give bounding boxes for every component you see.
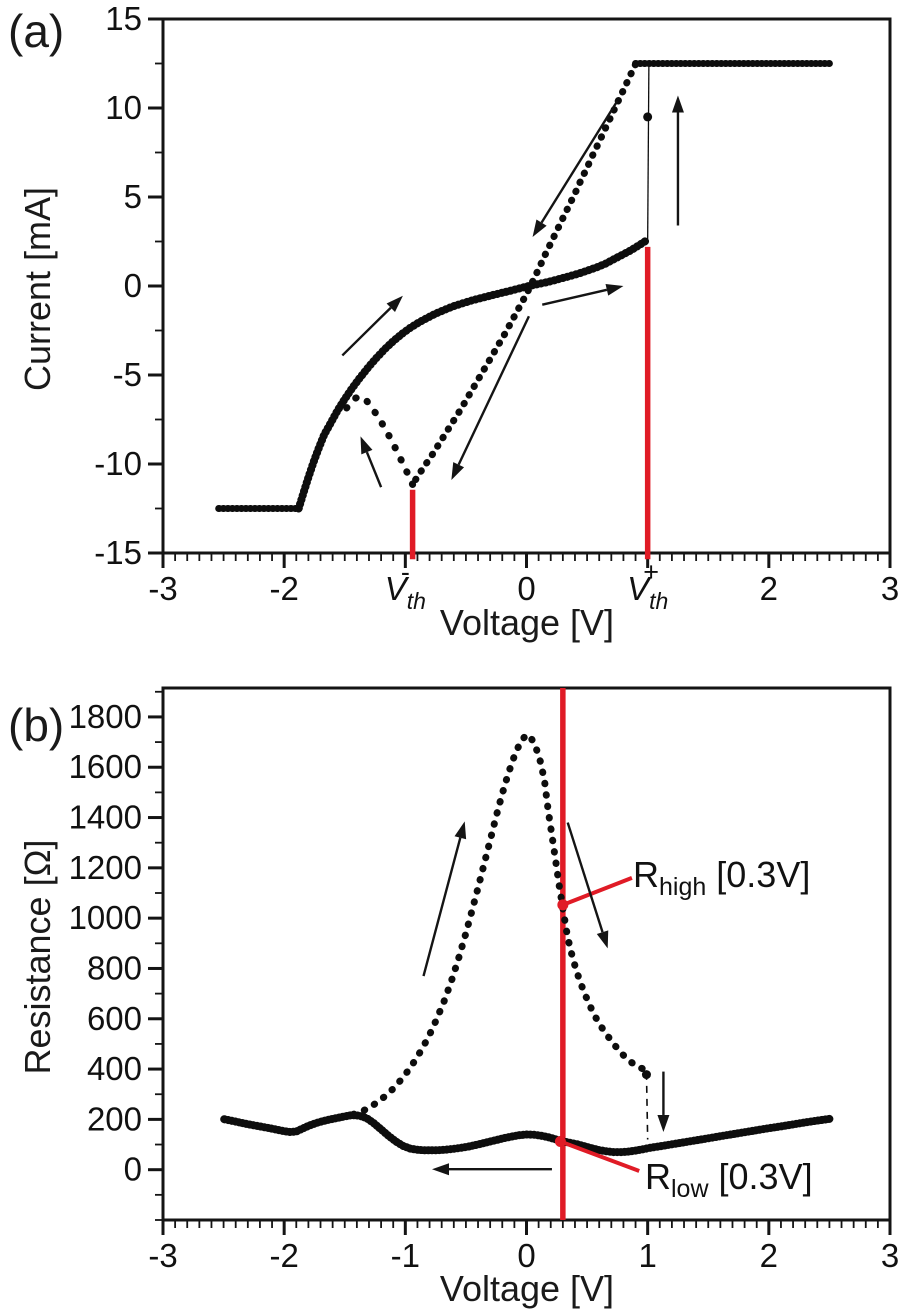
y-tick-label: 1600 [69,748,142,785]
direction-arrow-head [431,1163,449,1176]
x-tick-label: 1 [638,1237,656,1274]
data-point [643,112,653,122]
x-tick-label: -2 [269,1237,298,1274]
y-axis-title-resistance: Resistance [Ω] [17,839,58,1075]
x-tick-label: 2 [760,1237,778,1274]
chart-panel-0: -3 -2 Vth- 0 Vth+ 2 3 -15 -10 -5 0 5 10 15 [94,0,899,614]
series-hrs-branch [294,235,652,513]
panel-label-b: (b) [8,699,65,751]
r-high-symbol: R [633,854,659,895]
x-tick-label: 0 [517,1237,535,1274]
r-low-subscript: low [671,1175,709,1204]
direction-arrow-shaft [566,822,604,933]
series-high-resistance-branch [338,731,650,1121]
direction-arrow-head [605,283,624,296]
r-high-subscript: high [659,873,707,902]
x-tick-label: -1 [391,1237,420,1274]
read-point-marker [554,1136,566,1148]
data-point [641,1070,651,1080]
x-tick-label: Vth- [385,557,426,614]
x-tick-label: 0 [517,570,535,607]
direction-arrow-shaft [341,306,392,357]
y-tick-label: 400 [87,1050,142,1087]
x-tick-label: 3 [881,1237,899,1274]
r-high-pointer [562,876,633,907]
y-tick-label: -15 [94,534,142,571]
direction-arrow-shaft [540,100,619,224]
x-tick-label: Vth+ [627,557,668,614]
read-point-marker [557,899,569,911]
series-lrs-branch [409,60,639,488]
direction-arrow-shaft [422,837,462,977]
y-tick-label: 1000 [69,899,142,936]
direction-arrow-head [454,821,467,840]
x-tick-label: -3 [148,1237,177,1274]
r-low-pointer [559,1139,640,1173]
r-low-condition: [0.3V] [708,1156,813,1197]
direction-arrow-head [386,295,403,312]
series-low-resistance-branch [219,1111,834,1157]
jump-connector [647,65,650,240]
jump-connector [645,1072,649,1140]
y-tick-label: 5 [124,178,142,215]
direction-arrow-head [596,930,609,949]
direction-arrow-head [657,1114,670,1132]
chart-panel-1: -3 -2 -1 0 1 2 3 0 200 400 600 800 1000 1200 1400 1600 1… [69,686,899,1274]
y-tick-label: 1400 [69,799,142,836]
direction-arrow-head [532,219,547,238]
y-tick-label: 10 [105,89,142,126]
plot-frame [161,17,892,555]
y-tick-label: -10 [94,445,142,482]
y-axis-title-current: Current [mA] [17,186,58,392]
series-switch-negative [342,392,417,488]
panel-label-a: (a) [8,5,65,57]
direction-arrow-shaft [541,288,608,306]
direction-arrow-head [451,462,465,481]
r-high-label: Rhigh [0.3V] [633,854,810,902]
y-tick-label: 15 [105,0,142,37]
direction-arrow-head [360,436,373,455]
y-tick-label: 200 [87,1100,142,1137]
direction-arrow-shaft [365,451,383,488]
x-axis-title-voltage-a: Voltage [V] [439,602,615,643]
y-tick-label: 0 [124,1151,142,1188]
x-tick-label: 3 [881,570,899,607]
y-tick-label: 1200 [69,849,142,886]
y-tick-label: 800 [87,949,142,986]
y-tick-label: 1800 [69,698,142,735]
direction-arrow-shaft [457,315,531,466]
x-tick-label: 2 [760,570,778,607]
x-axis-title-voltage-b: Voltage [V] [439,1268,615,1309]
y-tick-label: -5 [113,356,142,393]
r-low-label: Rlow [0.3V] [645,1156,813,1204]
plot-frame [161,686,892,1222]
x-tick-label: -2 [269,570,298,607]
r-high-condition: [0.3V] [706,854,811,895]
x-tick-label: -3 [148,570,177,607]
r-low-symbol: R [645,1156,671,1197]
direction-arrow-head [671,95,684,113]
y-tick-label: 600 [87,1000,142,1037]
y-tick-label: 0 [124,267,142,304]
